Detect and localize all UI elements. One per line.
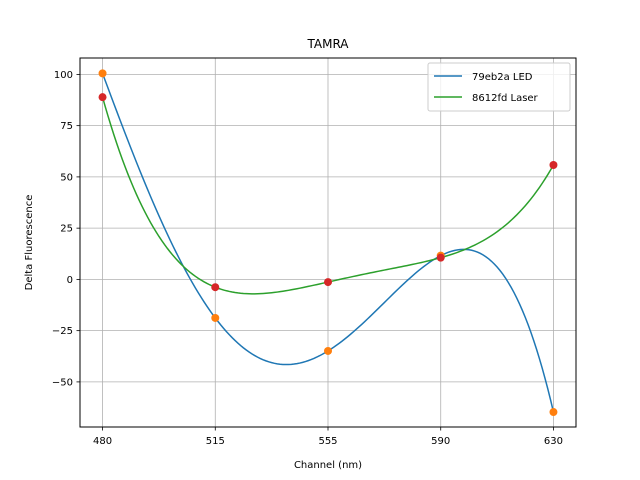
data-point-79eb2a-led <box>98 69 107 78</box>
data-point-79eb2a-led <box>324 346 332 355</box>
chart-title: TAMRA <box>306 37 349 51</box>
legend-label-8612fd-laser: 8612fd Laser <box>472 93 539 104</box>
x-tick-label: 515 <box>206 436 225 447</box>
data-point-8612fd-laser <box>549 161 558 170</box>
y-tick-label: 50 <box>60 172 73 183</box>
x-axis: 480 515 555 590 630 <box>93 427 563 447</box>
y-tick-label: 75 <box>60 121 73 132</box>
y-tick-label: 0 <box>67 275 73 286</box>
y-tick-label: −50 <box>52 377 73 388</box>
legend-label-79eb2a-led: 79eb2a LED <box>472 72 533 83</box>
y-tick-label: 25 <box>60 224 73 235</box>
series-markers <box>98 69 558 417</box>
data-point-8612fd-laser <box>98 93 107 102</box>
y-tick-label: −25 <box>52 326 73 337</box>
legend: 79eb2a LED 8612fd Laser <box>427 62 571 112</box>
data-point-8612fd-laser <box>324 278 332 287</box>
y-axis-label: Delta Fluorescence <box>24 195 35 291</box>
legend-box <box>427 62 571 112</box>
data-point-8612fd-laser <box>436 253 445 262</box>
y-tick-label: 100 <box>54 70 73 81</box>
data-point-8612fd-laser <box>211 283 220 292</box>
x-tick-label: 555 <box>318 436 337 447</box>
x-tick-label: 480 <box>93 436 112 447</box>
y-axis: −50 −25 0 25 50 75 100 <box>52 70 80 388</box>
grid <box>80 58 576 427</box>
x-tick-label: 630 <box>544 436 563 447</box>
x-tick-label: 590 <box>431 436 450 447</box>
x-axis-label: Channel (nm) <box>294 460 362 471</box>
data-point-79eb2a-led <box>549 408 558 417</box>
data-point-79eb2a-led <box>211 313 220 322</box>
